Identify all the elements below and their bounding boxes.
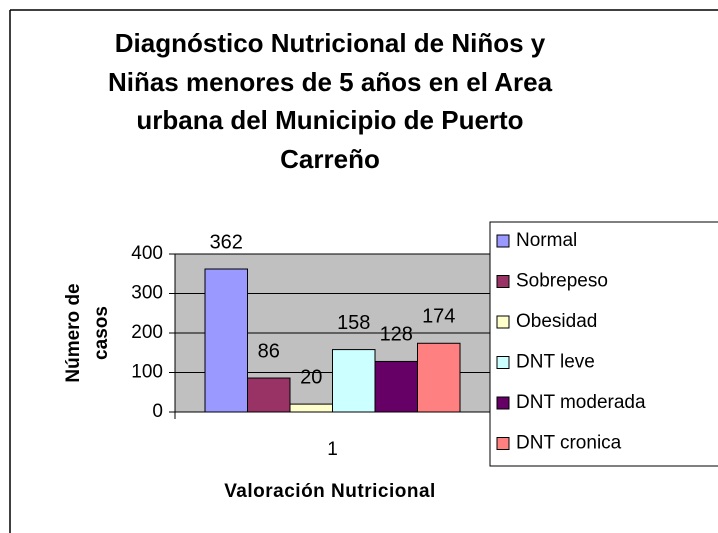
bar xyxy=(374,360,418,413)
x-axis-label: Valoración Nutricional xyxy=(224,481,436,502)
data-label: 20 xyxy=(300,366,322,388)
legend-swatch xyxy=(496,234,510,248)
x-tick-label: 1 xyxy=(327,439,338,460)
legend-swatch xyxy=(496,437,510,450)
y-tick-label: 100 xyxy=(131,362,163,383)
data-label: 158 xyxy=(337,312,370,334)
bar xyxy=(289,403,333,413)
data-label: 362 xyxy=(210,231,243,253)
data-label: 128 xyxy=(380,324,413,346)
data-label: 86 xyxy=(258,340,280,362)
legend-swatch xyxy=(496,356,510,369)
legend-label: Sobrepeso xyxy=(516,271,608,292)
legend-swatch xyxy=(496,275,510,288)
y-axis-label: Número de casos xyxy=(63,283,112,383)
data-label: 174 xyxy=(422,306,455,328)
bar xyxy=(417,342,461,413)
chart-title: Diagnóstico Nutricional de Niños y Niñas… xyxy=(107,28,553,174)
bar xyxy=(332,349,376,413)
legend-label: DNT cronica xyxy=(516,433,622,454)
bar xyxy=(247,377,291,413)
legend-label: Obesidad xyxy=(516,311,597,332)
y-tick-label: 300 xyxy=(131,283,163,304)
y-tick-label: 400 xyxy=(131,243,163,264)
legend-label: Normal xyxy=(516,230,577,251)
legend-label: DNT moderada xyxy=(516,392,646,413)
legend-label: DNT leve xyxy=(516,352,595,373)
legend-swatch xyxy=(496,315,510,329)
y-tick-label: 200 xyxy=(131,322,163,343)
legend-box xyxy=(489,221,718,467)
bar xyxy=(204,268,248,413)
legend-swatch xyxy=(496,396,510,410)
y-tick-label: 0 xyxy=(152,401,163,422)
